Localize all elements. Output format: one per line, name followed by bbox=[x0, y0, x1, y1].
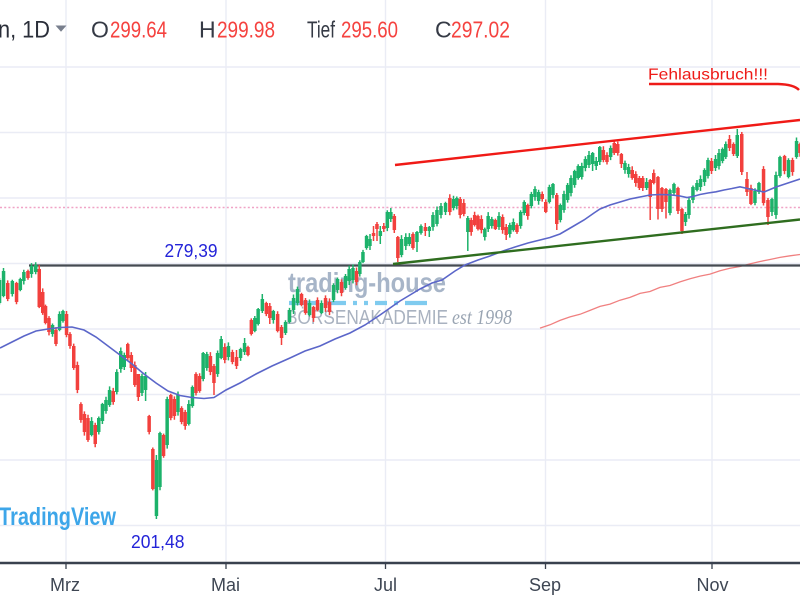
svg-text:Nov: Nov bbox=[696, 575, 728, 595]
svg-text:est 1998: est 1998 bbox=[452, 305, 512, 329]
svg-text:Tief: Tief bbox=[307, 17, 335, 43]
svg-text:299.64: 299.64 bbox=[110, 17, 167, 43]
svg-text:Sep: Sep bbox=[529, 575, 561, 595]
svg-text:Mai: Mai bbox=[211, 575, 240, 595]
svg-text:O: O bbox=[91, 17, 109, 43]
svg-text:Jul: Jul bbox=[374, 575, 397, 595]
svg-text:297.02: 297.02 bbox=[451, 17, 510, 43]
svg-text:BÖRSENAKADEMIE: BÖRSENAKADEMIE bbox=[286, 307, 448, 329]
svg-text:295.60: 295.60 bbox=[341, 17, 398, 43]
svg-text:279,39: 279,39 bbox=[165, 241, 218, 261]
svg-text:trading-house: trading-house bbox=[288, 267, 446, 298]
svg-text:Mrz: Mrz bbox=[50, 575, 80, 595]
svg-text:Fehlausbruch!!!: Fehlausbruch!!! bbox=[648, 67, 768, 84]
svg-text:201,48: 201,48 bbox=[131, 532, 185, 552]
svg-text:TradingView: TradingView bbox=[0, 503, 116, 531]
svg-text:C: C bbox=[435, 17, 452, 43]
svg-text:n, 1D: n, 1D bbox=[0, 17, 50, 44]
svg-text:H: H bbox=[199, 17, 216, 43]
svg-text:299.98: 299.98 bbox=[217, 17, 275, 43]
